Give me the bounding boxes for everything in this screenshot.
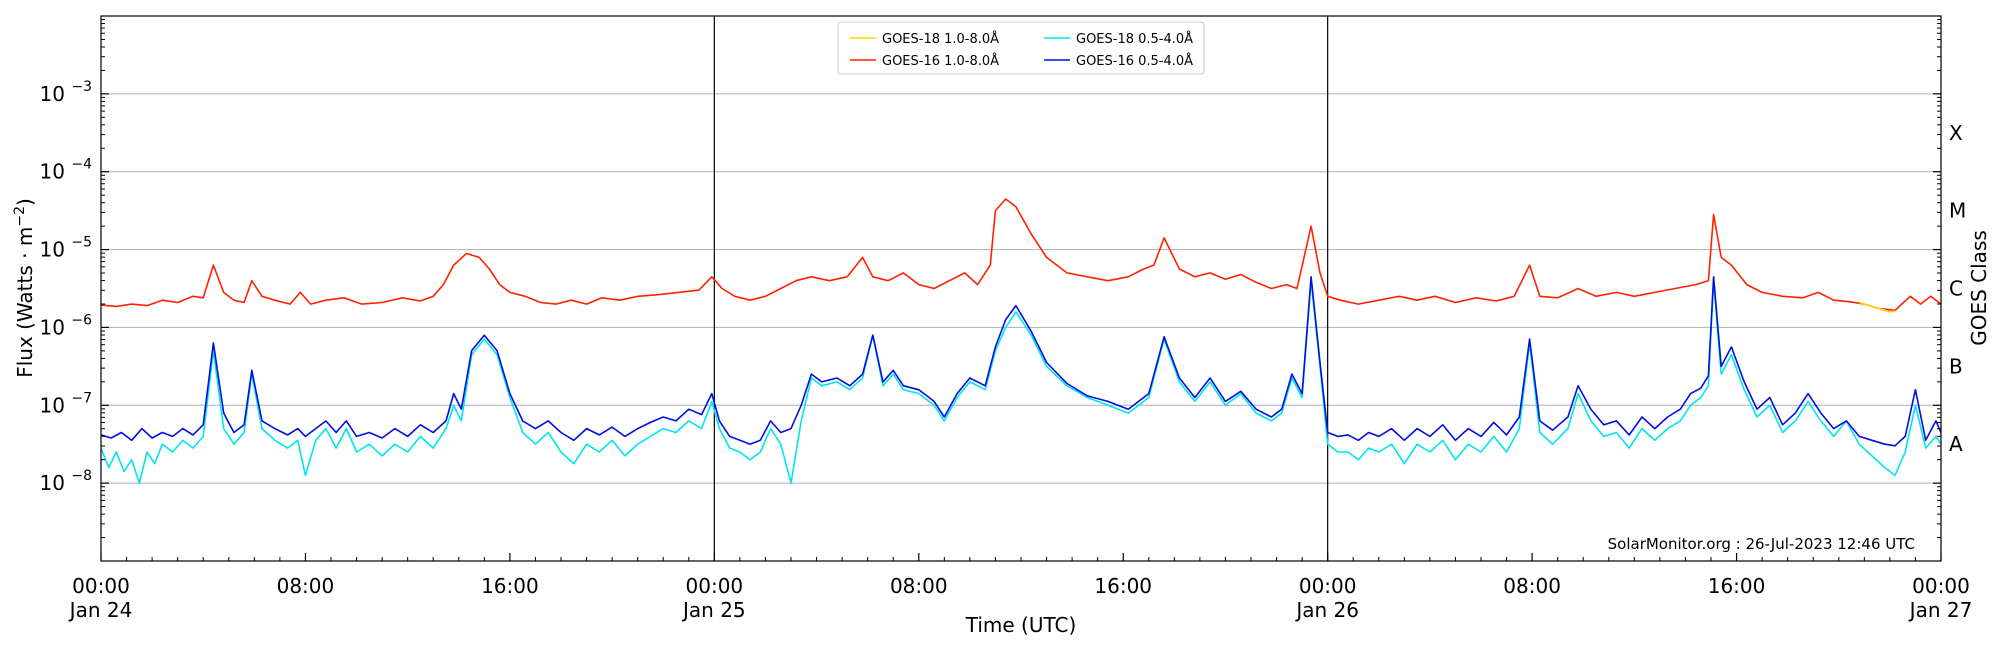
series-line-0 <box>1858 301 1896 313</box>
goes-class-m: M <box>1949 199 1966 223</box>
y-tick-label-1: 10 −7 <box>40 390 92 417</box>
y-tick-label-2: 10 −6 <box>40 312 93 339</box>
legend-label-3: GOES-16 0.5-4.0Å <box>1076 53 1193 69</box>
y-tick-label-0: 10 −8 <box>40 468 92 495</box>
y-axis-label-close: ) <box>13 198 37 206</box>
goes-class-c: C <box>1949 277 1963 301</box>
legend-box <box>837 21 1205 75</box>
x-axis-label: Time (UTC) <box>965 613 1077 637</box>
series-line-3 <box>101 276 1941 447</box>
y-tick-label-4: 10 −4 <box>40 157 93 184</box>
legend-label-2: GOES-16 1.0-8.0Å <box>882 53 999 69</box>
y-axis-label-exponent: −2 <box>12 206 28 227</box>
x-tick-date-3: Jan 25 <box>681 598 746 622</box>
x-tick-label-4: 08:00 <box>890 574 948 598</box>
goes-class-b: B <box>1949 354 1963 378</box>
x-tick-label-9: 00:00 <box>1912 574 1970 598</box>
series-line-2 <box>101 198 1941 312</box>
goes-class-labels: A B C M X <box>1949 121 1966 456</box>
x-tick-label-3: 00:00 <box>686 574 744 598</box>
y-tick-labels: 10−8 10−7 10−6 10−5 10−4 10−3 <box>40 79 93 495</box>
x-tick-label-1: 08:00 <box>277 574 335 598</box>
x-tick-label-8: 16:00 <box>1708 574 1766 598</box>
credit-text: SolarMonitor.org : 26-Jul-2023 12:46 UTC <box>1608 535 1915 553</box>
legend: GOES-18 1.0-8.0Å GOES-16 1.0-8.0Å GOES-18 … <box>837 21 1205 75</box>
goes-class-a: A <box>1949 432 1963 456</box>
axis-ticks <box>100 19 1942 561</box>
x-tick-label-7: 08:00 <box>1503 574 1561 598</box>
y-tick-label-3: 10 −5 <box>40 235 92 262</box>
y-axis-label-main: Flux (Watts · m <box>13 227 37 378</box>
x-tick-label-2: 16:00 <box>481 574 539 598</box>
y-tick-label-5: 10 −3 <box>40 79 92 106</box>
series-line-1 <box>101 279 1941 484</box>
x-tick-label-6: 00:00 <box>1299 574 1357 598</box>
x-tick-date-0: Jan 24 <box>68 598 133 622</box>
x-tick-label-0: 00:00 <box>72 574 130 598</box>
day-dividers <box>713 16 1329 561</box>
legend-label-0: GOES-18 1.0-8.0Å <box>882 31 999 47</box>
goes-class-x: X <box>1949 121 1963 145</box>
x-tick-date-6: Jan 26 <box>1294 598 1359 622</box>
x-tick-date-9: Jan 27 <box>1908 598 1973 622</box>
x-tick-label-5: 16:00 <box>1094 574 1152 598</box>
right-axis-label: GOES Class <box>1967 230 1991 346</box>
series-lines <box>101 198 1941 484</box>
legend-label-1: GOES-18 0.5-4.0Å <box>1076 31 1193 47</box>
y-axis-label: Flux (Watts · m−2) <box>12 198 37 378</box>
gridlines <box>101 93 1941 484</box>
